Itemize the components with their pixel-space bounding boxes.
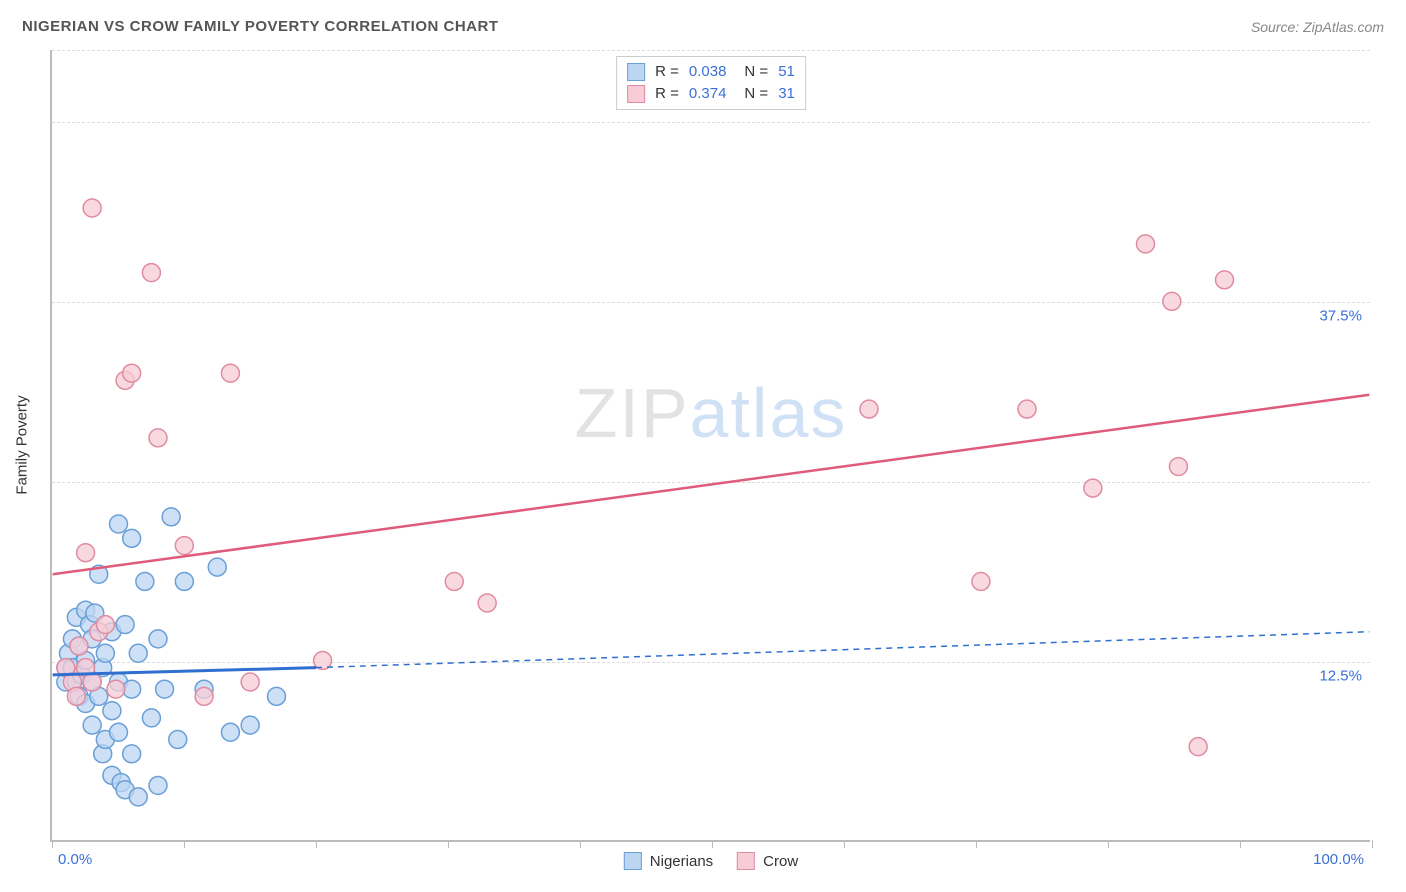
nigerians-point (123, 745, 141, 763)
nigerians-point (149, 630, 167, 648)
legend-n-value: 51 (778, 61, 795, 83)
legend-swatch (627, 63, 645, 81)
nigerians-point (129, 788, 147, 806)
crow-point (1084, 479, 1102, 497)
source-attribution: Source: ZipAtlas.com (1251, 19, 1384, 35)
plot-area: Family Poverty 12.5%37.5% ZIPatlas R =0.… (50, 50, 1370, 842)
series-legend-item: Crow (737, 852, 798, 870)
x-tick (712, 840, 713, 848)
x-tick (448, 840, 449, 848)
nigerians-point (116, 616, 134, 634)
series-legend-label: Nigerians (650, 853, 713, 870)
legend-swatch (624, 852, 642, 870)
x-tick (52, 840, 53, 848)
nigerians-trendline-dashed (316, 632, 1369, 668)
legend-n-value: 31 (778, 83, 795, 105)
nigerians-point (142, 709, 160, 727)
crow-point (142, 264, 160, 282)
nigerians-point (110, 515, 128, 533)
crow-point (149, 429, 167, 447)
x-axis-min-label: 0.0% (58, 851, 92, 868)
chart-title: NIGERIAN VS CROW FAMILY POVERTY CORRELAT… (22, 18, 498, 35)
crow-point (1189, 738, 1207, 756)
series-legend-item: Nigerians (624, 852, 713, 870)
series-legend-label: Crow (763, 853, 798, 870)
x-tick (316, 840, 317, 848)
x-axis-max-label: 100.0% (1313, 851, 1364, 868)
correlation-legend-row: R = 0.038 N = 51 (627, 61, 795, 83)
crow-point (860, 400, 878, 418)
nigerians-point (136, 572, 154, 590)
nigerians-point (221, 723, 239, 741)
nigerians-point (149, 776, 167, 794)
legend-n-label: N = (744, 83, 768, 105)
nigerians-point (175, 572, 193, 590)
x-tick (1240, 840, 1241, 848)
nigerians-point (156, 680, 174, 698)
nigerians-point (103, 702, 121, 720)
legend-swatch (737, 852, 755, 870)
crow-point (221, 364, 239, 382)
legend-r-value: 0.374 (689, 83, 727, 105)
x-tick (1108, 840, 1109, 848)
crow-point (83, 199, 101, 217)
x-tick (976, 840, 977, 848)
legend-n-label: N = (744, 61, 768, 83)
legend-r-label: R = (655, 61, 679, 83)
x-tick (184, 840, 185, 848)
correlation-legend-row: R = 0.374 N = 31 (627, 83, 795, 105)
crow-point (123, 364, 141, 382)
x-tick (844, 840, 845, 848)
crow-point (67, 687, 85, 705)
x-tick (1372, 840, 1373, 848)
nigerians-point (96, 644, 114, 662)
crow-point (241, 673, 259, 691)
crow-point (77, 544, 95, 562)
legend-r-value: 0.038 (689, 61, 727, 83)
crow-point (1018, 400, 1036, 418)
crow-point (96, 616, 114, 634)
crow-point (1169, 458, 1187, 476)
nigerians-point (241, 716, 259, 734)
crow-point (107, 680, 125, 698)
legend-swatch (627, 85, 645, 103)
nigerians-point (83, 716, 101, 734)
nigerians-point (268, 687, 286, 705)
y-axis-title: Family Poverty (14, 395, 31, 494)
nigerians-point (123, 529, 141, 547)
crow-trendline (53, 395, 1370, 575)
crow-point (445, 572, 463, 590)
correlation-legend: R = 0.038 N = 51 R = 0.374 N = 31 (616, 56, 806, 110)
nigerians-point (129, 644, 147, 662)
crow-point (195, 687, 213, 705)
nigerians-point (162, 508, 180, 526)
crow-point (478, 594, 496, 612)
scatter-plot-svg (52, 50, 1370, 840)
crow-point (1137, 235, 1155, 253)
crow-point (1216, 271, 1234, 289)
crow-point (972, 572, 990, 590)
nigerians-point (208, 558, 226, 576)
crow-point (1163, 292, 1181, 310)
nigerians-point (110, 723, 128, 741)
nigerians-point (169, 730, 187, 748)
series-legend: Nigerians Crow (624, 852, 798, 870)
crow-point (83, 673, 101, 691)
x-tick (580, 840, 581, 848)
crow-point (70, 637, 88, 655)
legend-r-label: R = (655, 83, 679, 105)
crow-point (175, 537, 193, 555)
